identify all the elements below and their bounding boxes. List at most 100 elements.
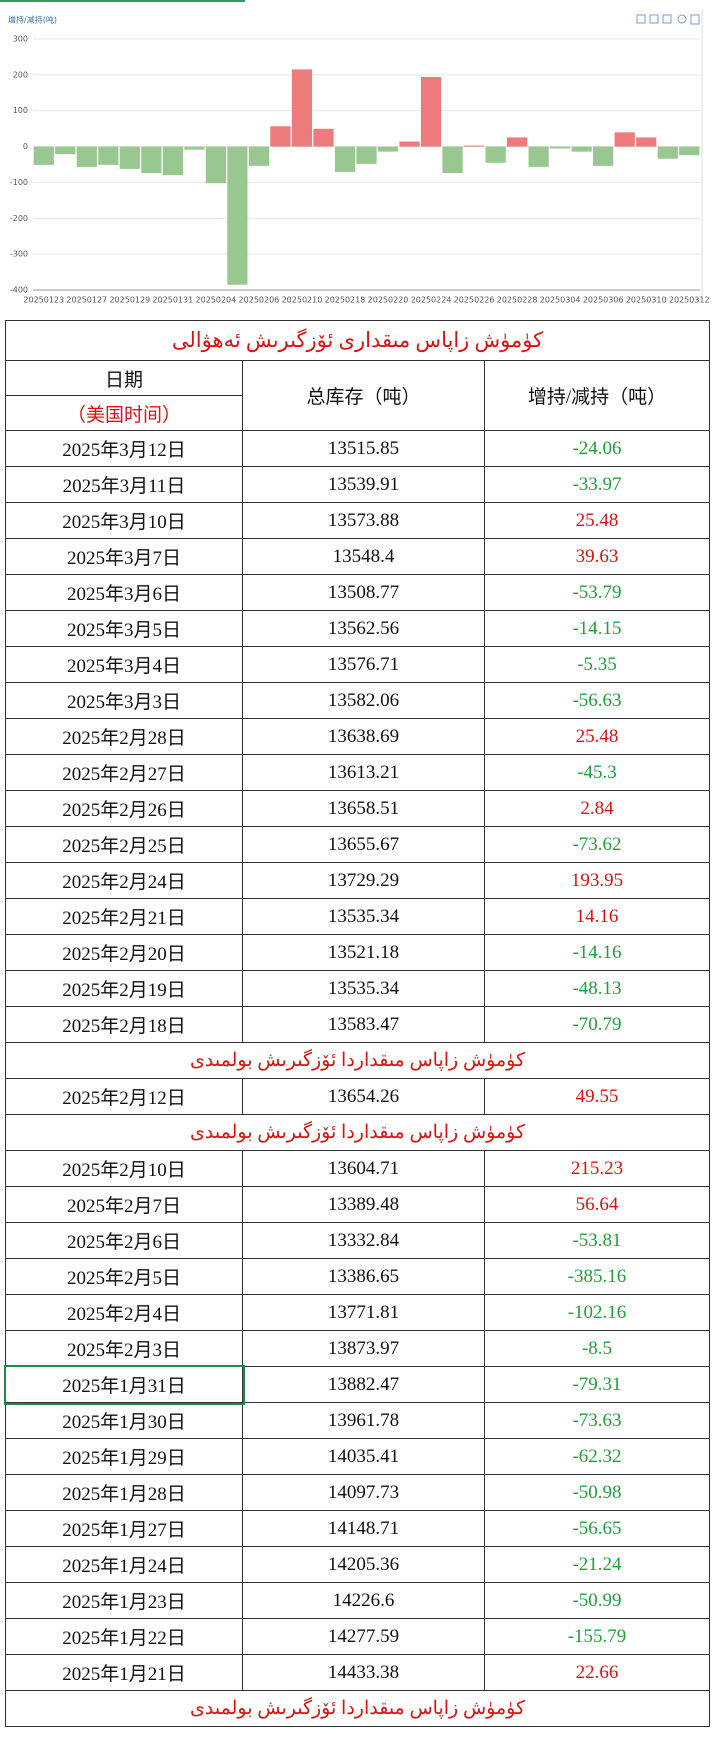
table-row: 2025年2月27日 13613.21 -45.3 bbox=[5, 754, 711, 791]
date-cell: 2025年2月10日 bbox=[5, 1150, 243, 1187]
change-cell: -48.13 bbox=[483, 970, 711, 1007]
date-cell: 2025年1月28日 bbox=[5, 1474, 243, 1511]
table-row: 2025年2月4日 13771.81 -102.16 bbox=[5, 1294, 711, 1331]
date-cell: 2025年1月21日 bbox=[5, 1654, 243, 1691]
table-row: 2025年3月12日 13515.85 -24.06 bbox=[5, 430, 711, 467]
date-cell: 2025年1月22日 bbox=[5, 1618, 243, 1655]
date-cell: 2025年2月6日 bbox=[5, 1222, 243, 1259]
x-tick-label: 20250304 bbox=[540, 296, 581, 305]
bar bbox=[76, 146, 97, 167]
total-cell: 13654.26 bbox=[242, 1078, 485, 1115]
change-cell: -155.79 bbox=[483, 1618, 711, 1655]
x-tick-label: 20250204 bbox=[196, 296, 237, 305]
change-cell: -50.98 bbox=[483, 1474, 711, 1511]
bar bbox=[485, 146, 506, 163]
total-cell: 13515.85 bbox=[242, 430, 485, 467]
x-tick-label: 20250306 bbox=[583, 296, 624, 305]
change-cell: -8.5 bbox=[483, 1330, 711, 1367]
date-cell: 2025年2月12日 bbox=[5, 1078, 243, 1115]
total-cell: 13548.4 bbox=[242, 538, 485, 575]
table-row: 2025年2月10日 13604.71 215.23 bbox=[5, 1150, 711, 1187]
date-cell: 2025年2月27日 bbox=[5, 754, 243, 791]
total-cell: 14226.6 bbox=[242, 1582, 485, 1619]
date-cell: 2025年1月31日 bbox=[3, 1364, 245, 1405]
change-cell: 22.66 bbox=[483, 1654, 711, 1691]
change-cell: 49.55 bbox=[483, 1078, 711, 1115]
bar bbox=[119, 146, 140, 169]
table-row: 2025年1月29日 14035.41 -62.32 bbox=[5, 1438, 711, 1475]
total-cell: 14035.41 bbox=[242, 1438, 485, 1475]
change-cell: 2.84 bbox=[483, 790, 711, 827]
date-cell: 2025年2月19日 bbox=[5, 970, 243, 1007]
header-date-note: （美国时间） bbox=[5, 395, 243, 431]
total-cell: 13583.47 bbox=[242, 1006, 485, 1043]
table-row: كۈمۈش زاپاس مىقداردا ئۆزگىرىش بولمىدى bbox=[4, 1690, 711, 1727]
table-row: 2025年2月3日 13873.97 -8.5 bbox=[5, 1330, 711, 1367]
bar bbox=[184, 146, 205, 150]
bar bbox=[571, 146, 592, 152]
total-cell: 13655.67 bbox=[242, 826, 485, 863]
bar bbox=[33, 146, 54, 165]
total-cell: 13961.78 bbox=[242, 1402, 485, 1439]
change-cell: -73.63 bbox=[483, 1402, 711, 1439]
date-cell: 2025年1月24日 bbox=[5, 1546, 243, 1583]
change-cell: -53.81 bbox=[483, 1222, 711, 1259]
change-cell: -102.16 bbox=[483, 1294, 711, 1331]
change-cell: 25.48 bbox=[483, 502, 711, 539]
date-cell: 2025年2月18日 bbox=[5, 1006, 243, 1043]
bar bbox=[614, 132, 635, 147]
x-tick-label: 20250127 bbox=[66, 296, 107, 305]
change-cell: 39.63 bbox=[483, 538, 711, 575]
change-cell: -33.97 bbox=[483, 466, 711, 503]
date-cell: 2025年2月21日 bbox=[5, 898, 243, 935]
table-row: 2025年2月24日 13729.29 193.95 bbox=[5, 862, 711, 899]
y-tick-label: -100 bbox=[10, 178, 28, 187]
x-tick-label: 20250226 bbox=[454, 296, 495, 305]
date-cell: 2025年2月5日 bbox=[5, 1258, 243, 1295]
table-row: 2025年3月5日 13562.56 -14.15 bbox=[5, 610, 711, 647]
bar bbox=[463, 145, 485, 147]
total-cell: 13535.34 bbox=[242, 970, 485, 1007]
table-row: 2025年1月27日 14148.71 -56.65 bbox=[5, 1510, 711, 1547]
date-cell: 2025年1月30日 bbox=[5, 1402, 243, 1439]
x-tick-label: 20250224 bbox=[411, 296, 452, 305]
table-row: 2025年1月22日 14277.59 -155.79 bbox=[5, 1618, 711, 1655]
table-row: 2025年2月18日 13583.47 -70.79 bbox=[5, 1006, 711, 1043]
bar bbox=[399, 141, 420, 147]
bar bbox=[313, 128, 334, 147]
toolbar-icons bbox=[636, 14, 700, 25]
table-row: 2025年1月23日 14226.6 -50.99 bbox=[5, 1582, 711, 1619]
header-total: 总库存（吨） bbox=[242, 360, 485, 431]
x-tick-label: 20250206 bbox=[239, 296, 280, 305]
header-date: 日期 bbox=[5, 360, 243, 396]
change-cell: -45.3 bbox=[483, 754, 711, 791]
table-row: 2025年3月3日 13582.06 -56.63 bbox=[5, 682, 711, 719]
bar bbox=[528, 146, 549, 167]
x-tick-label: 20250228 bbox=[497, 296, 538, 305]
table-row: 2025年2月12日 13654.26 49.55 bbox=[5, 1078, 711, 1115]
date-cell: 2025年3月3日 bbox=[5, 682, 243, 719]
total-cell: 14097.73 bbox=[242, 1474, 485, 1511]
table-row: 2025年2月5日 13386.65 -385.16 bbox=[5, 1258, 711, 1295]
change-cell: -14.15 bbox=[483, 610, 711, 647]
date-cell: 2025年2月24日 bbox=[5, 862, 243, 899]
date-cell: 2025年3月12日 bbox=[5, 430, 243, 467]
bar bbox=[377, 146, 399, 152]
change-cell: 193.95 bbox=[483, 862, 711, 899]
bar bbox=[679, 146, 700, 156]
y-axis-label: 增持/减持(吨) bbox=[8, 15, 57, 25]
table-row: 2025年1月24日 14205.36 -21.24 bbox=[5, 1546, 711, 1583]
bar bbox=[356, 146, 377, 164]
date-cell: 2025年1月23日 bbox=[5, 1582, 243, 1619]
total-cell: 13562.56 bbox=[242, 610, 485, 647]
change-cell: -56.65 bbox=[483, 1510, 711, 1547]
change-cell: -14.16 bbox=[483, 934, 711, 971]
bar bbox=[593, 146, 614, 166]
y-tick-label: 300 bbox=[13, 35, 28, 44]
date-cell: 2025年2月20日 bbox=[5, 934, 243, 971]
y-tick-label: 0 bbox=[23, 142, 28, 151]
bar bbox=[270, 126, 291, 147]
total-cell: 13658.51 bbox=[242, 790, 485, 827]
table-row: 2025年2月7日 13389.48 56.64 bbox=[5, 1186, 711, 1223]
total-cell: 13389.48 bbox=[242, 1186, 485, 1223]
